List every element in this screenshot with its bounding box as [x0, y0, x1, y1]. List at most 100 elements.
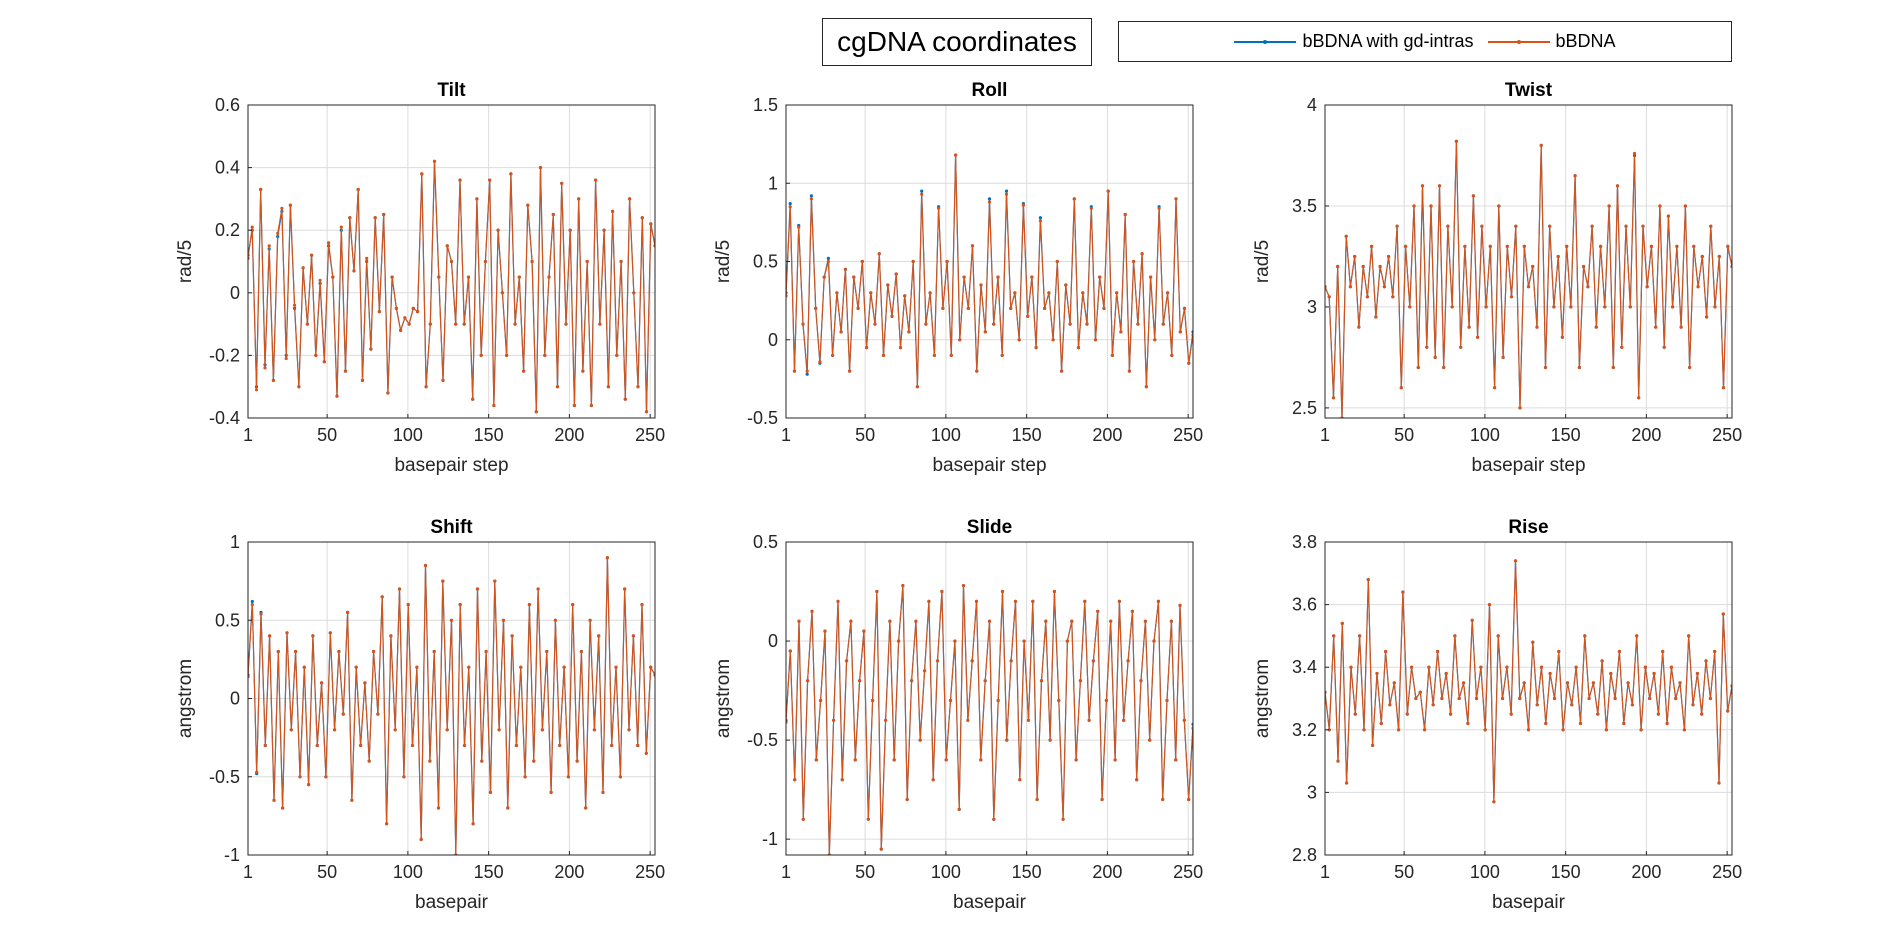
y-tick-label: 0 — [230, 689, 240, 709]
data-point — [1344, 234, 1348, 238]
data-point — [953, 639, 957, 643]
data-point — [858, 679, 862, 683]
data-point — [410, 743, 415, 748]
y-tick-label: -1 — [224, 845, 240, 865]
data-point — [365, 256, 369, 260]
data-point — [1721, 612, 1725, 616]
data-point — [1594, 325, 1598, 329]
data-point — [1060, 369, 1064, 373]
data-point — [406, 603, 410, 607]
data-point — [927, 599, 931, 604]
data-point — [341, 712, 345, 716]
data-point — [1327, 295, 1331, 299]
data-point — [801, 322, 805, 326]
data-point — [806, 679, 810, 683]
data-point — [397, 587, 402, 591]
y-axis-label: angstrom — [1252, 659, 1273, 738]
data-point — [1645, 285, 1649, 289]
data-point — [1544, 721, 1548, 726]
data-point — [534, 410, 538, 414]
data-point — [458, 178, 462, 182]
data-point — [267, 244, 271, 248]
data-point — [618, 775, 623, 779]
data-point — [250, 599, 254, 604]
data-point — [382, 212, 386, 217]
data-point — [328, 631, 332, 635]
data-point — [793, 778, 797, 782]
data-point — [948, 698, 953, 703]
x-axis-label: basepair — [953, 892, 1027, 913]
data-point — [1408, 305, 1412, 309]
data-point — [1632, 151, 1637, 156]
data-point — [1064, 283, 1068, 287]
data-point — [276, 231, 280, 235]
legend-swatch-gd-intras — [1234, 39, 1297, 44]
data-point — [1552, 305, 1556, 309]
data-point — [449, 618, 454, 622]
y-tick-label: 2.5 — [1292, 398, 1317, 418]
data-point — [788, 202, 792, 206]
data-point — [1391, 295, 1395, 299]
data-point — [649, 665, 653, 669]
data-point — [931, 778, 935, 782]
data-point — [1072, 197, 1076, 201]
data-point — [1613, 696, 1617, 701]
data-point — [1013, 599, 1018, 604]
series-bbdna — [786, 584, 1193, 855]
data-point — [517, 275, 521, 279]
legend-item-bbdna: bBDNA — [1487, 31, 1616, 52]
data-point — [346, 610, 350, 615]
data-point — [1035, 797, 1039, 802]
x-tick-label: 1 — [243, 425, 253, 445]
data-point — [1669, 665, 1673, 669]
data-point — [1628, 305, 1632, 309]
data-point — [1687, 634, 1691, 638]
legend: bBDNA with gd-intras bBDNA — [1118, 21, 1732, 62]
data-point — [1675, 244, 1679, 248]
data-point — [471, 397, 475, 401]
data-point — [1587, 696, 1591, 701]
data-point — [547, 275, 551, 279]
x-tick-label: 50 — [1394, 862, 1414, 882]
data-point — [1433, 355, 1437, 359]
data-point — [1535, 703, 1539, 707]
data-point — [475, 197, 479, 201]
data-point — [467, 665, 471, 669]
data-point — [1543, 365, 1548, 370]
data-point — [1182, 306, 1187, 310]
data-point — [1573, 174, 1577, 178]
data-point — [496, 228, 500, 232]
data-point — [1695, 671, 1699, 676]
data-point — [1526, 285, 1531, 289]
data-point — [514, 743, 519, 748]
data-point — [310, 253, 314, 257]
data-point — [910, 679, 914, 683]
data-point — [1446, 224, 1450, 228]
data-point — [1463, 244, 1467, 248]
data-point — [436, 806, 441, 810]
data-point — [1004, 192, 1009, 196]
data-point — [1388, 703, 1392, 707]
data-point — [331, 275, 335, 279]
data-point — [1688, 365, 1692, 370]
data-point — [540, 728, 545, 732]
data-point — [1100, 797, 1104, 802]
y-tick-label: 0.5 — [753, 252, 778, 272]
x-tick-label: 50 — [317, 862, 337, 882]
data-point — [462, 322, 466, 326]
data-point — [294, 649, 298, 654]
data-point — [1009, 306, 1013, 310]
data-point — [1662, 345, 1666, 349]
y-tick-label: -0.5 — [209, 767, 240, 787]
data-point — [356, 187, 360, 192]
data-point — [1578, 721, 1583, 726]
data-point — [1412, 204, 1416, 208]
data-point — [1081, 291, 1085, 295]
y-tick-label: 0.2 — [215, 220, 240, 240]
data-point — [350, 798, 354, 802]
plot-area — [1325, 105, 1732, 418]
data-point — [415, 665, 419, 669]
data-point — [1087, 718, 1091, 722]
data-point — [562, 665, 566, 669]
